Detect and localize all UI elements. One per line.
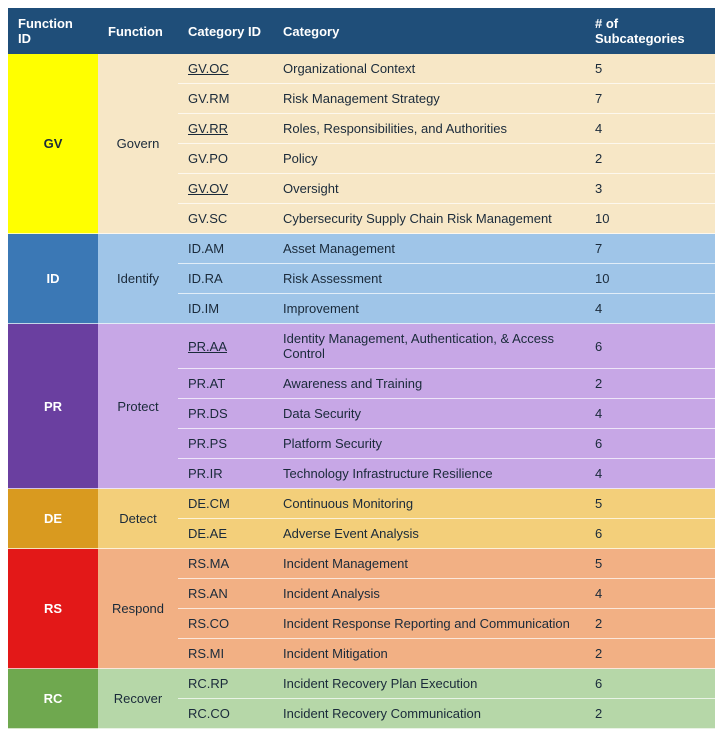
category-id-cell: GV.OC [178,54,273,84]
category-id-cell: DE.AE [178,519,273,549]
category-name-cell: Awareness and Training [273,369,585,399]
category-id-cell: RC.RP [178,669,273,699]
header-function: Function [98,8,178,54]
category-id-cell: ID.AM [178,234,273,264]
function-name-cell: Identify [98,234,178,324]
category-id-link[interactable]: GV.OC [188,61,229,76]
function-name-cell: Respond [98,549,178,669]
category-name-cell: Incident Recovery Plan Execution [273,669,585,699]
subcategory-count-cell: 2 [585,699,715,729]
subcategory-count-cell: 7 [585,84,715,114]
subcategory-count-cell: 4 [585,114,715,144]
subcategory-count-cell: 2 [585,369,715,399]
function-id-cell: GV [8,54,98,234]
category-name-cell: Continuous Monitoring [273,489,585,519]
category-id-cell: PR.DS [178,399,273,429]
header-subcategories: # of Subcategories [585,8,715,54]
subcategory-count-cell: 6 [585,519,715,549]
category-name-cell: Adverse Event Analysis [273,519,585,549]
subcategory-count-cell: 5 [585,489,715,519]
function-id-cell: RC [8,669,98,729]
table-row: PRProtectPR.AAIdentity Management, Authe… [8,324,715,369]
category-name-cell: Risk Management Strategy [273,84,585,114]
category-name-cell: Platform Security [273,429,585,459]
function-name-cell: Detect [98,489,178,549]
subcategory-count-cell: 2 [585,609,715,639]
table-row: GVGovernGV.OCOrganizational Context5 [8,54,715,84]
table-row: IDIdentifyID.AMAsset Management7 [8,234,715,264]
category-name-cell: Technology Infrastructure Resilience [273,459,585,489]
category-name-cell: Data Security [273,399,585,429]
csf-functions-table: Function ID Function Category ID Categor… [8,8,715,729]
table-body: GVGovernGV.OCOrganizational Context5GV.R… [8,54,715,729]
category-id-cell: RS.MI [178,639,273,669]
category-name-cell: Oversight [273,174,585,204]
function-name-cell: Recover [98,669,178,729]
subcategory-count-cell: 4 [585,294,715,324]
table-row: RCRecoverRC.RPIncident Recovery Plan Exe… [8,669,715,699]
category-id-cell: RS.MA [178,549,273,579]
subcategory-count-cell: 10 [585,204,715,234]
category-id-cell: ID.RA [178,264,273,294]
subcategory-count-cell: 4 [585,579,715,609]
category-name-cell: Incident Analysis [273,579,585,609]
subcategory-count-cell: 5 [585,54,715,84]
subcategory-count-cell: 4 [585,459,715,489]
subcategory-count-cell: 2 [585,144,715,174]
function-name-cell: Govern [98,54,178,234]
subcategory-count-cell: 6 [585,669,715,699]
category-id-cell: GV.OV [178,174,273,204]
category-id-cell: DE.CM [178,489,273,519]
subcategory-count-cell: 6 [585,324,715,369]
category-id-cell: ID.IM [178,294,273,324]
category-name-cell: Incident Management [273,549,585,579]
function-id-cell: RS [8,549,98,669]
function-name-cell: Protect [98,324,178,489]
header-category-id: Category ID [178,8,273,54]
function-id-cell: DE [8,489,98,549]
subcategory-count-cell: 4 [585,399,715,429]
category-name-cell: Policy [273,144,585,174]
subcategory-count-cell: 2 [585,639,715,669]
subcategory-count-cell: 5 [585,549,715,579]
category-name-cell: Organizational Context [273,54,585,84]
category-name-cell: Identity Management, Authentication, & A… [273,324,585,369]
category-name-cell: Incident Recovery Communication [273,699,585,729]
category-name-cell: Risk Assessment [273,264,585,294]
category-id-cell: PR.AT [178,369,273,399]
category-id-cell: GV.RM [178,84,273,114]
table-row: DEDetectDE.CMContinuous Monitoring5 [8,489,715,519]
category-id-cell: PR.AA [178,324,273,369]
category-name-cell: Incident Response Reporting and Communic… [273,609,585,639]
category-id-cell: RC.CO [178,699,273,729]
category-id-link[interactable]: GV.OV [188,181,228,196]
category-id-cell: PR.PS [178,429,273,459]
category-id-cell: GV.SC [178,204,273,234]
category-name-cell: Roles, Responsibilities, and Authorities [273,114,585,144]
category-id-cell: PR.IR [178,459,273,489]
category-id-link[interactable]: PR.AA [188,339,227,354]
table-header: Function ID Function Category ID Categor… [8,8,715,54]
category-id-cell: GV.PO [178,144,273,174]
function-id-cell: PR [8,324,98,489]
table-row: RSRespondRS.MAIncident Management5 [8,549,715,579]
subcategory-count-cell: 10 [585,264,715,294]
subcategory-count-cell: 3 [585,174,715,204]
category-id-cell: RS.AN [178,579,273,609]
category-name-cell: Cybersecurity Supply Chain Risk Manageme… [273,204,585,234]
header-function-id: Function ID [8,8,98,54]
category-name-cell: Asset Management [273,234,585,264]
category-name-cell: Incident Mitigation [273,639,585,669]
category-name-cell: Improvement [273,294,585,324]
function-id-cell: ID [8,234,98,324]
category-id-cell: GV.RR [178,114,273,144]
header-category: Category [273,8,585,54]
subcategory-count-cell: 7 [585,234,715,264]
subcategory-count-cell: 6 [585,429,715,459]
category-id-cell: RS.CO [178,609,273,639]
category-id-link[interactable]: GV.RR [188,121,228,136]
